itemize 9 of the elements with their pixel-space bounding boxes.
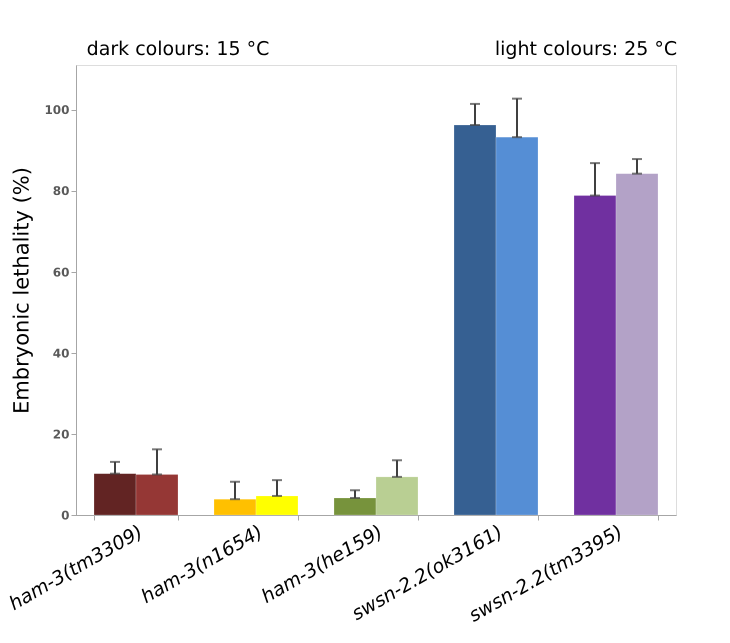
y-tick-label: 40 [52,346,70,360]
y-axis-title: Embryonic lethality (%) [9,167,34,414]
y-tick-label: 100 [44,103,70,118]
text: dark colours: 15 °C [86,38,270,60]
y-tick-label: 60 [52,265,70,280]
y-tick-label: 80 [52,184,70,198]
text: light colours: 25 °C [494,38,678,60]
y-tick-label: 0 [61,508,70,522]
y-tick-label: 20 [52,427,70,442]
